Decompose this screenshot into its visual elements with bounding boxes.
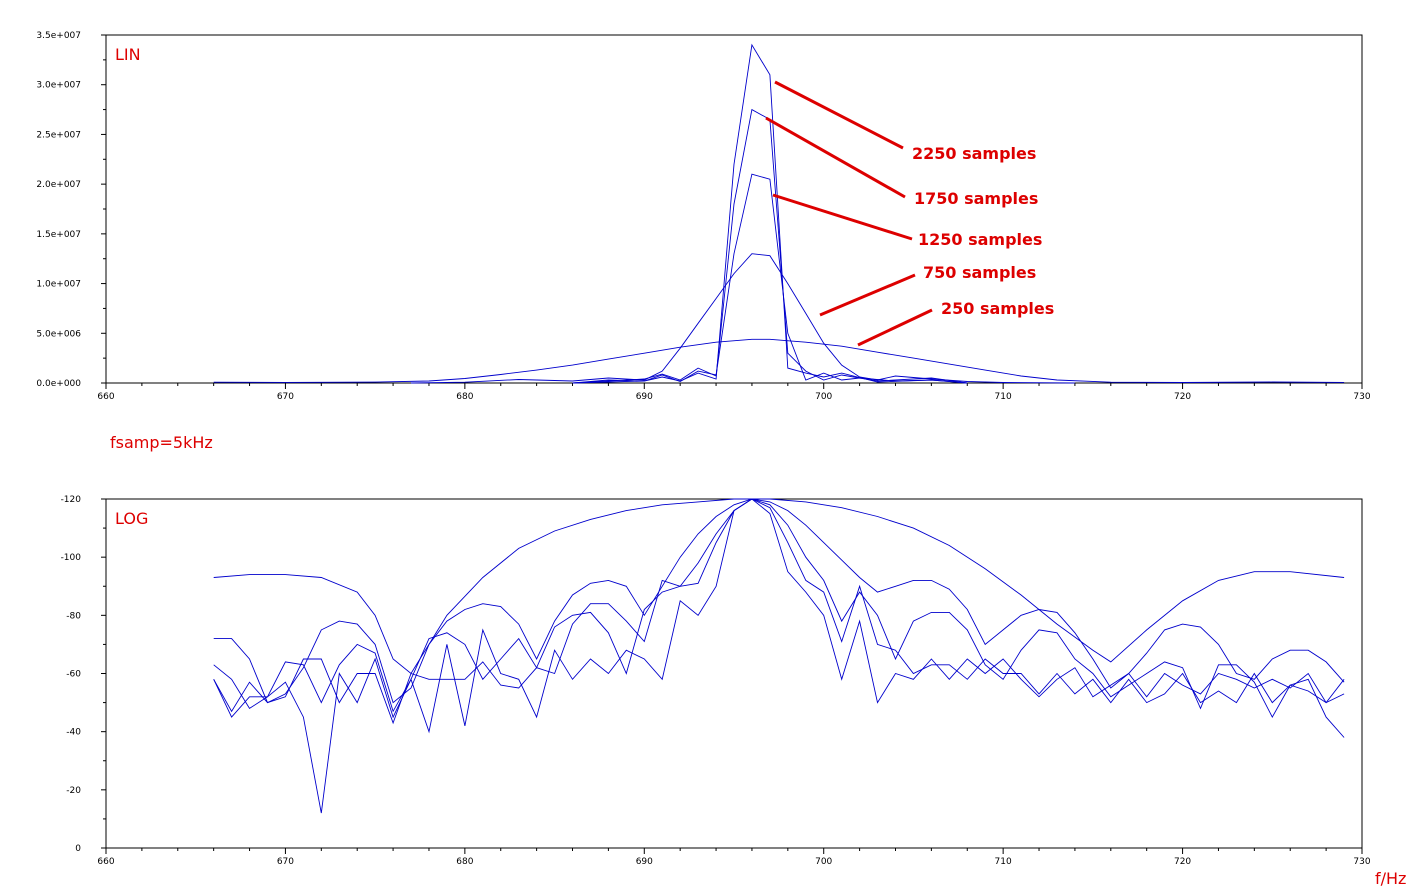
lin-x-tick-label: 720 [1174,392,1191,402]
lin-x-axis: 660 670 680 690 700 710 720 730 [97,383,1371,402]
lin-x-tick-label: 690 [636,392,653,402]
log-panel-label: LOG [115,509,148,528]
lin-plot-frame [105,34,1363,384]
lin-annotations: 2250 samples 1750 samples 1250 samples 750 … [765,80,1054,347]
log-x-tick-label: 700 [815,857,832,867]
annotation-leader-line [772,193,913,241]
x-axis-label: f/Hz [1375,869,1406,888]
lin-y-axis: 0.0e+000 5.0e+006 1.0e+007 1.5e+007 2.0e+007… [36,31,106,389]
lin-series-line-1 [410,253,1075,384]
log-y-tick-label: -60 [66,670,81,680]
lin-y-tick-label: 1.0e+007 [36,280,81,290]
lin-panel: 0.0e+000 5.0e+006 1.0e+007 1.5e+007 2.0e+007… [36,31,1370,402]
lin-y-tick-label: 1.5e+007 [36,230,81,240]
lin-series-line-2 [572,173,968,384]
lin-x-tick-label: 700 [815,392,832,402]
lin-panel-label: LIN [115,45,141,64]
log-series-line-4 [213,498,1345,814]
log-y-tick-label: -20 [66,786,81,796]
log-y-tick-label: -120 [61,495,82,505]
log-series-group [213,498,1345,814]
lin-y-tick-label: 3.5e+007 [36,31,81,41]
lin-y-tick-label: 2.0e+007 [36,180,81,190]
lin-series-group [213,43,1345,384]
lin-series-line-0 [213,338,1345,383]
annotation-label: 750 samples [923,263,1036,282]
annotation-label: 2250 samples [912,144,1036,163]
lin-x-tick-label: 670 [277,392,294,402]
lin-series-line-3 [572,108,968,384]
annotation-leader-line [774,80,904,150]
log-plot-frame [105,498,1363,849]
lin-x-tick-label: 710 [995,392,1012,402]
log-y-axis: 0 -20 -40 -60 -80 -100 -120 [61,495,106,854]
log-series-line-1 [213,498,1345,704]
lin-y-tick-label: 3.0e+007 [36,81,81,91]
annotation-label: 1250 samples [918,230,1042,249]
lin-y-tick-label: 2.5e+007 [36,130,81,140]
fsamp-label: fsamp=5kHz [110,433,213,452]
log-series-line-3 [213,498,1345,725]
log-panel: 0 -20 -40 -60 -80 -100 -120 660 670 680 690 700 710… [61,495,1371,867]
log-x-tick-label: 670 [277,857,294,867]
lin-y-tick-label: 0.0e+000 [36,379,81,389]
annotation-label: 1750 samples [914,189,1038,208]
log-y-tick-label: 0 [75,844,81,854]
lin-y-tick-label: 5.0e+006 [36,329,81,339]
annotation-label: 250 samples [941,299,1054,318]
annotation-leader-line [857,308,933,347]
lin-x-tick-label: 660 [97,392,114,402]
log-series-line-2 [213,498,1345,738]
lin-x-tick-label: 730 [1353,392,1370,402]
log-x-tick-label: 680 [456,857,473,867]
lin-series-line-4 [572,43,968,384]
log-x-axis: 660 670 680 690 700 710 720 730 [97,848,1371,867]
log-y-tick-label: -80 [66,611,81,621]
log-x-tick-label: 730 [1353,857,1370,867]
log-y-tick-label: -100 [61,553,82,563]
log-x-tick-label: 710 [995,857,1012,867]
log-x-tick-label: 690 [636,857,653,867]
log-x-tick-label: 660 [97,857,114,867]
annotation-leader-line [819,273,916,317]
log-y-tick-label: -40 [66,728,81,738]
log-x-tick-label: 720 [1174,857,1191,867]
lin-x-tick-label: 680 [456,392,473,402]
annotation-leader-line [765,116,906,199]
